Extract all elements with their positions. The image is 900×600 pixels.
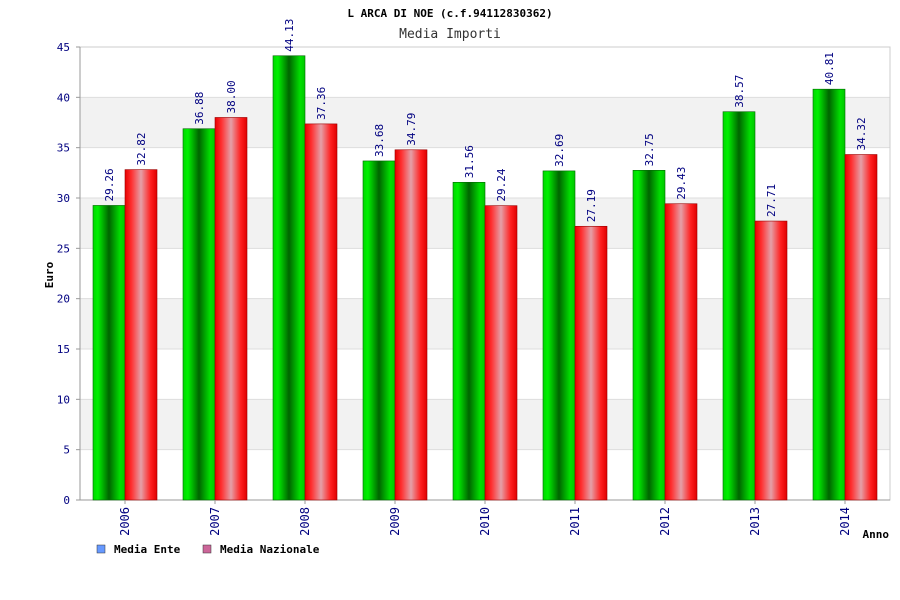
data-label: 29.26 — [103, 168, 116, 201]
bar-media-ente-2014 — [812, 88, 846, 501]
x-tick-label: 2011 — [568, 507, 582, 536]
bar-media-ente-2007 — [182, 128, 216, 501]
y-tick-label: 25 — [57, 242, 70, 255]
x-axis-ticks: 2006 2007 2008 2009 2010 2011 2012 2013 2014 — [118, 500, 852, 536]
bar-media-ente-2013 — [722, 111, 756, 501]
y-tick-label: 10 — [57, 393, 70, 406]
data-label: 27.19 — [585, 189, 598, 222]
bar-media-nazionale-2011 — [574, 225, 608, 501]
x-tick-label: 2014 — [838, 507, 852, 536]
y-tick-label: 5 — [63, 444, 70, 457]
legend-label-media-nazionale: Media Nazionale — [220, 543, 320, 556]
y-tick-label: 20 — [57, 293, 70, 306]
bars: 29.26 32.82 36.88 38.00 44.13 37.36 33.68 34.79… — [92, 19, 878, 501]
data-label: 37.36 — [315, 87, 328, 120]
legend: Media Ente Media Nazionale — [96, 543, 320, 556]
legend-swatch-media-ente — [96, 544, 106, 554]
bar-media-nazionale-2012 — [664, 203, 698, 501]
x-tick-label: 2008 — [298, 507, 312, 536]
x-tick-label: 2007 — [208, 507, 222, 536]
data-label: 38.00 — [225, 80, 238, 113]
bar-media-nazionale-2014 — [844, 154, 878, 501]
x-tick-label: 2010 — [478, 507, 492, 536]
data-label: 34.79 — [405, 113, 418, 146]
bar-media-ente-2012 — [632, 170, 666, 501]
data-label: 32.82 — [135, 132, 148, 165]
data-label: 33.68 — [373, 124, 386, 157]
data-label: 44.13 — [283, 19, 296, 52]
bar-media-nazionale-2008 — [304, 123, 338, 501]
data-label: 36.88 — [193, 92, 206, 125]
x-tick-label: 2012 — [658, 507, 672, 536]
bar-media-ente-2011 — [542, 170, 576, 501]
bar-media-nazionale-2007 — [214, 117, 248, 501]
data-label: 29.43 — [675, 167, 688, 200]
y-tick-label: 40 — [57, 91, 70, 104]
x-axis-label: Anno — [863, 528, 890, 541]
y-tick-label: 0 — [63, 494, 70, 507]
chart-subtitle: Media Importi — [399, 27, 501, 42]
y-tick-label: 30 — [57, 192, 70, 205]
y-tick-label: 35 — [57, 142, 70, 155]
bar-media-nazionale-2006 — [124, 169, 158, 501]
bar-media-ente-2008 — [272, 55, 306, 501]
data-label: 27.71 — [765, 184, 778, 217]
x-tick-label: 2009 — [388, 507, 402, 536]
legend-swatch-media-nazionale — [202, 544, 212, 554]
chart-title: L ARCA DI NOE (c.f.94112830362) — [347, 7, 552, 20]
bar-media-ente-2009 — [362, 160, 396, 501]
data-label: 32.75 — [643, 133, 656, 166]
data-label: 34.32 — [855, 117, 868, 150]
y-axis-ticks: 0 5 10 15 20 25 30 35 40 45 — [57, 41, 80, 507]
bar-media-nazionale-2009 — [394, 149, 428, 501]
y-axis-label: Euro — [43, 261, 56, 288]
data-label: 38.57 — [733, 75, 746, 108]
legend-label-media-ente: Media Ente — [114, 543, 181, 556]
x-tick-label: 2006 — [118, 507, 132, 536]
y-tick-label: 15 — [57, 343, 70, 356]
bar-media-ente-2006 — [92, 205, 126, 501]
data-label: 32.69 — [553, 134, 566, 167]
data-label: 29.24 — [495, 168, 508, 201]
data-label: 31.56 — [463, 145, 476, 178]
x-tick-label: 2013 — [748, 507, 762, 536]
bar-media-nazionale-2013 — [754, 220, 788, 501]
data-label: 40.81 — [823, 52, 836, 85]
y-tick-label: 45 — [57, 41, 70, 54]
bar-media-ente-2010 — [452, 181, 486, 501]
bar-media-nazionale-2010 — [484, 205, 518, 501]
